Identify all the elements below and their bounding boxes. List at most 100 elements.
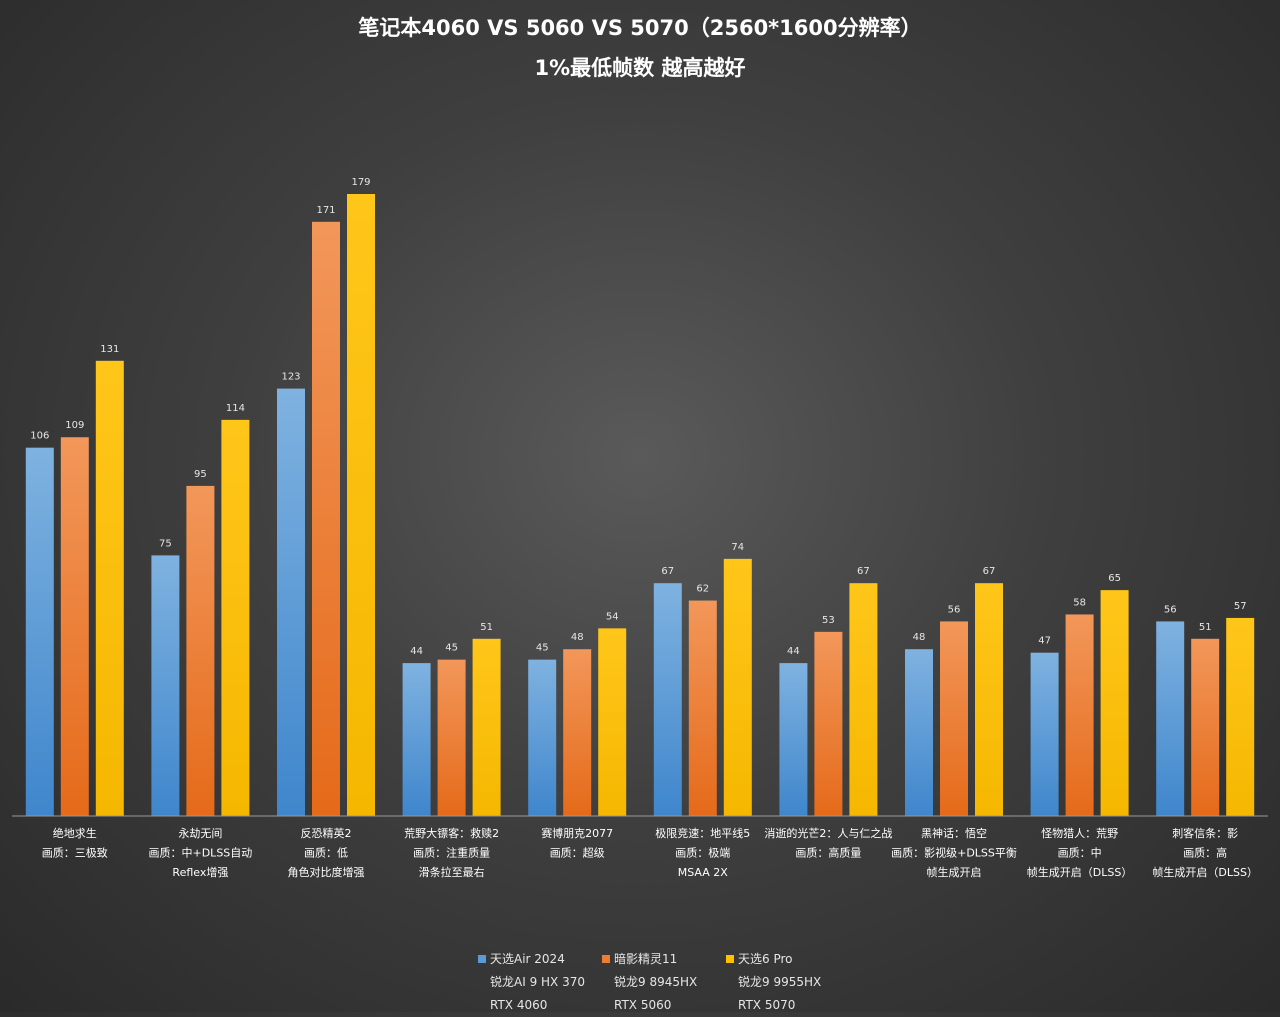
bar-series2-cat3 xyxy=(312,221,340,816)
data-label-series3-cat4: 51 xyxy=(480,622,493,633)
data-label-series1-cat7: 44 xyxy=(787,646,800,657)
bar-series3-cat9 xyxy=(1100,590,1129,816)
data-label-series2-cat10: 51 xyxy=(1199,622,1212,633)
data-label-series1-cat2: 75 xyxy=(159,538,172,549)
data-label-series2-cat4: 45 xyxy=(445,643,458,654)
data-label-series3-cat5: 54 xyxy=(606,611,619,622)
category-label-5-line-1: 赛博朋克2077 xyxy=(541,826,613,840)
bar-series3-cat10 xyxy=(1226,617,1255,816)
data-label-series2-cat7: 53 xyxy=(822,615,835,626)
bar-series1-cat1 xyxy=(25,447,54,816)
data-label-series1-cat3: 123 xyxy=(281,372,300,383)
legend-swatch-1 xyxy=(478,955,486,963)
bar-series1-cat9 xyxy=(1030,652,1059,816)
data-label-series2-cat1: 109 xyxy=(65,420,84,431)
legend: 天选Air 2024 锐龙AI 9 HX 370 RTX 4060 暗影精灵11… xyxy=(478,948,836,1017)
legend-gpu-3: RTX 5070 xyxy=(738,998,796,1012)
data-label-series2-cat8: 56 xyxy=(948,604,961,615)
data-label-series3-cat7: 67 xyxy=(857,566,870,577)
data-label-series2-cat3: 171 xyxy=(316,205,335,216)
category-label-6-line-1: 极限竞速：地平线5 xyxy=(655,826,750,840)
legend-swatch-2 xyxy=(602,955,610,963)
bar-series3-cat3 xyxy=(347,194,375,816)
bar-series1-cat4 xyxy=(402,663,431,816)
legend-name-2: 暗影精灵11 xyxy=(614,952,678,966)
bar-series1-cat5 xyxy=(528,659,557,816)
category-label-8-line-3: 帧生成开启 xyxy=(927,865,982,879)
data-label-series2-cat6: 62 xyxy=(696,584,709,595)
bar-series3-cat2 xyxy=(221,419,250,816)
data-label-series3-cat3: 179 xyxy=(351,177,370,188)
data-label-series1-cat4: 44 xyxy=(410,646,423,657)
bar-series2-cat8 xyxy=(940,621,968,816)
legend-item-series-3: 天选6 Pro 锐龙9 9955HX RTX 5070 xyxy=(726,948,836,1017)
category-label-10-line-1: 刺客信条：影 xyxy=(1172,826,1238,840)
data-label-series1-cat1: 106 xyxy=(30,431,49,442)
category-label-7-line-1: 消逝的光芒2：人与仁之战 xyxy=(764,826,892,840)
bar-series2-cat9 xyxy=(1065,614,1094,816)
data-label-series1-cat5: 45 xyxy=(536,643,549,654)
legend-cpu-1: 锐龙AI 9 HX 370 xyxy=(490,975,585,989)
category-label-6-line-3: MSAA 2X xyxy=(678,866,729,879)
legend-gpu-1: RTX 4060 xyxy=(490,998,548,1012)
bar-series2-cat5 xyxy=(563,649,592,816)
legend-cpu-2: 锐龙9 8945HX xyxy=(614,975,698,989)
legend-name-3: 天选6 Pro xyxy=(738,952,793,966)
category-label-5-line-2: 画质：超级 xyxy=(550,846,605,860)
category-label-10-line-3: 帧生成开启（DLSS） xyxy=(1152,865,1258,879)
category-label-9-line-2: 画质：中 xyxy=(1058,847,1102,860)
data-label-series2-cat9: 58 xyxy=(1073,597,1086,608)
bar-series2-cat10 xyxy=(1191,638,1220,816)
data-label-series3-cat9: 65 xyxy=(1108,573,1121,584)
bar-series3-cat5 xyxy=(598,628,627,816)
category-label-4-line-1: 荒野大镖客：救赎2 xyxy=(404,826,499,840)
data-label-series1-cat10: 56 xyxy=(1164,604,1177,615)
category-label-9-line-3: 帧生成开启（DLSS） xyxy=(1027,865,1133,879)
legend-item-series-2: 暗影精灵11 锐龙9 8945HX RTX 5060 xyxy=(602,948,726,1017)
legend-item-series-1: 天选Air 2024 锐龙AI 9 HX 370 RTX 4060 xyxy=(478,948,602,1017)
category-label-4-line-3: 滑条拉至最右 xyxy=(419,865,485,879)
bar-series3-cat4 xyxy=(472,638,501,816)
chart-title: 笔记本4060 VS 5060 VS 5070（2560*1600分辨率） xyxy=(358,16,922,40)
bar-series3-cat7 xyxy=(849,583,878,816)
data-label-series2-cat5: 48 xyxy=(571,632,584,643)
bar-series3-cat6 xyxy=(723,558,752,816)
legend-name-1: 天选Air 2024 xyxy=(490,952,565,966)
bar-series2-cat4 xyxy=(437,659,466,816)
data-label-series1-cat6: 67 xyxy=(661,566,674,577)
category-label-7-line-2: 画质：高质量 xyxy=(795,846,861,860)
bar-series1-cat6 xyxy=(653,583,682,816)
legend-cpu-3: 锐龙9 9955HX xyxy=(738,975,822,989)
legend-swatch-3 xyxy=(726,955,734,963)
bar-series1-cat7 xyxy=(779,663,808,816)
category-label-9-line-1: 怪物猎人：荒野 xyxy=(1041,826,1118,840)
legend-gpu-2: RTX 5060 xyxy=(614,998,672,1012)
bar-series3-cat1 xyxy=(95,360,124,816)
data-label-series3-cat2: 114 xyxy=(226,403,245,414)
data-label-series2-cat2: 95 xyxy=(194,469,207,480)
category-label-2-line-3: Reflex增强 xyxy=(172,865,228,879)
category-label-6-line-2: 画质：极端 xyxy=(675,846,730,860)
category-label-1-line-1: 绝地求生 xyxy=(53,826,97,840)
category-label-2-line-1: 永劫无间 xyxy=(178,826,222,840)
category-label-3-line-3: 角色对比度增强 xyxy=(288,865,365,879)
data-label-series1-cat9: 47 xyxy=(1038,636,1051,647)
data-label-series3-cat6: 74 xyxy=(731,542,744,553)
chart-subtitle: 1%最低帧数 越高越好 xyxy=(534,56,746,80)
data-label-series3-cat8: 67 xyxy=(983,566,996,577)
bar-series1-cat3 xyxy=(277,388,305,816)
bar-series2-cat2 xyxy=(186,485,215,816)
bar-series1-cat10 xyxy=(1156,621,1185,816)
data-label-series3-cat10: 57 xyxy=(1234,601,1247,612)
bar-series2-cat6 xyxy=(688,600,717,816)
bar-series1-cat2 xyxy=(151,555,180,816)
data-label-series3-cat1: 131 xyxy=(100,344,119,355)
bar-series3-cat8 xyxy=(975,583,1003,816)
category-label-8-line-1: 黑神话：悟空 xyxy=(921,826,987,840)
bar-series2-cat7 xyxy=(814,631,843,816)
category-label-1-line-2: 画质：三极致 xyxy=(42,846,108,860)
bar-series2-cat1 xyxy=(60,437,89,816)
category-label-10-line-2: 画质：高 xyxy=(1183,846,1227,860)
category-label-4-line-2: 画质：注重质量 xyxy=(413,846,490,860)
category-label-2-line-2: 画质：中+DLSS自动 xyxy=(149,847,253,860)
